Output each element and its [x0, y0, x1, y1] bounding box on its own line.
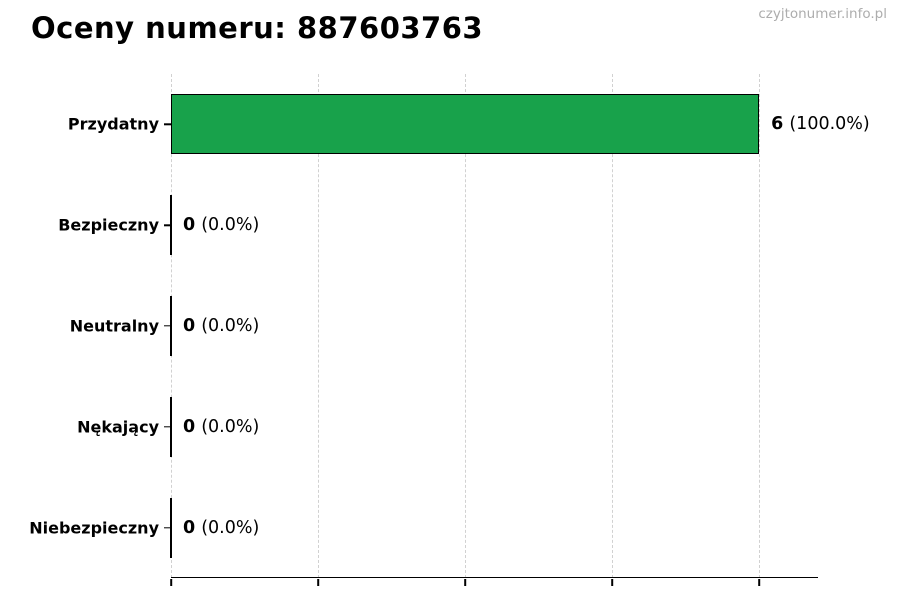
y-tick	[164, 123, 171, 126]
plot-area: Przydatny 6 (100.0%) Bezpieczny 0 (0.0%) Neutr…	[29, 74, 870, 586]
x-tick	[170, 579, 172, 586]
bar	[170, 195, 172, 256]
y-tick	[164, 224, 171, 226]
value-label: 0 (0.0%)	[183, 316, 259, 336]
y-tick	[164, 426, 171, 428]
value-label: 0 (0.0%)	[183, 518, 259, 538]
bar-row: Nękający 0 (0.0%)	[77, 376, 818, 477]
value-count: 0	[183, 215, 196, 236]
value-label: 6 (100.0%)	[771, 114, 870, 134]
gridline	[759, 74, 761, 578]
value-count: 0	[183, 315, 196, 336]
value-label: 0 (0.0%)	[183, 215, 259, 235]
category-label: Niebezpieczny	[29, 518, 159, 538]
x-tick	[317, 579, 319, 586]
category-label: Neutralny	[69, 316, 159, 336]
bar-row: Bezpieczny 0 (0.0%)	[58, 175, 818, 276]
bar-row: Neutralny 0 (0.0%)	[70, 276, 818, 377]
chart-title: Oceny numeru: 887603763	[31, 11, 484, 45]
category-label: Nękający	[77, 417, 159, 437]
x-tick	[611, 579, 613, 586]
bar	[171, 94, 760, 155]
value-label: 0 (0.0%)	[183, 417, 259, 437]
category-label: Bezpieczny	[58, 215, 159, 235]
category-label: Przydatny	[67, 114, 159, 134]
rows-layer: Przydatny 6 (100.0%) Bezpieczny 0 (0.0%) Neutr…	[29, 74, 870, 578]
y-tick	[164, 325, 171, 327]
gridline	[318, 74, 320, 578]
bar-row: Przydatny 6 (100.0%)	[68, 74, 870, 175]
value-percent: (0.0%)	[201, 517, 260, 538]
value-count: 6	[771, 114, 784, 135]
gridline	[465, 74, 467, 578]
value-percent: (100.0%)	[789, 114, 870, 135]
bar-row: Niebezpieczny 0 (0.0%)	[29, 477, 818, 578]
x-tick	[758, 579, 760, 586]
bar	[170, 396, 172, 457]
value-count: 0	[183, 416, 196, 437]
x-tick	[464, 579, 466, 586]
value-count: 0	[183, 517, 196, 538]
watermark: czyjtonumer.info.pl	[758, 6, 887, 22]
bar	[170, 295, 172, 356]
gridline	[612, 74, 614, 578]
y-tick	[164, 526, 171, 529]
value-percent: (0.0%)	[201, 215, 260, 236]
x-axis-line	[171, 577, 818, 578]
value-percent: (0.0%)	[201, 416, 260, 437]
bar	[170, 497, 172, 558]
value-percent: (0.0%)	[201, 315, 260, 336]
